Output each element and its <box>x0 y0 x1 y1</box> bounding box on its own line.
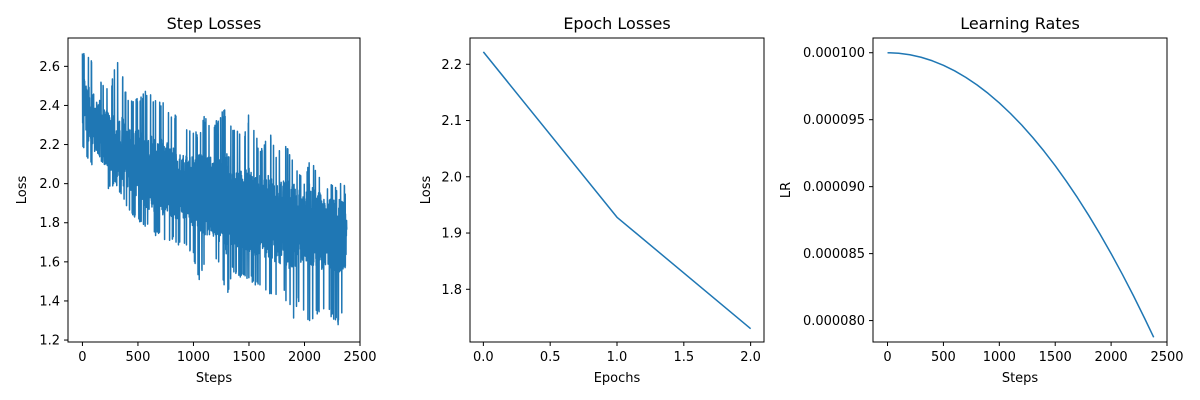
plot-area <box>887 51 1155 338</box>
y-tick-label: 1.2 <box>39 334 60 349</box>
y-axis-label: Loss <box>15 176 30 205</box>
x-tick-label: 0 <box>883 350 891 365</box>
y-tick-label: 1.4 <box>39 294 60 309</box>
chart-title: Step Losses <box>167 14 262 33</box>
x-tick-label: 1500 <box>232 350 265 365</box>
y-tick-label: 0.000085 <box>803 247 865 262</box>
y-tick-label: 0.000100 <box>803 46 865 61</box>
y-tick-label: 1.9 <box>441 227 462 242</box>
x-tick-label: 1000 <box>983 350 1016 365</box>
y-tick-label: 2.2 <box>441 58 462 73</box>
y-tick-label: 2.6 <box>39 60 60 75</box>
series-line <box>482 51 752 330</box>
y-axis-label: Loss <box>419 176 434 205</box>
tick-layer: 0 500 1000 1500 2000 2500 0.000080 0.000085 0.00… <box>803 46 1184 365</box>
chart-title: Epoch Losses <box>563 14 670 33</box>
step-losses-chart: Step Losses 0 500 1000 1500 2000 2500 1.2 1.4 1.… <box>15 14 377 386</box>
x-tick-label: 500 <box>126 350 151 365</box>
learning-rates-chart: Learning Rates 0 500 1000 1500 2000 2500 0.000… <box>779 14 1184 386</box>
x-tick-label: 500 <box>931 350 956 365</box>
series-line <box>81 52 348 326</box>
tick-layer: 0.0 0.5 1.0 1.5 2.0 1.8 1.9 2.0 2.1 2.2 <box>441 58 761 365</box>
y-tick-label: 2.0 <box>39 177 60 192</box>
plot-area <box>81 52 348 326</box>
y-tick-label: 2.1 <box>441 114 462 129</box>
y-tick-label: 0.000090 <box>803 180 865 195</box>
y-axis-label: LR <box>779 182 794 198</box>
y-tick-label: 1.6 <box>39 255 60 270</box>
x-tick-label: 2500 <box>343 350 376 365</box>
plot-area <box>482 51 752 330</box>
epoch-losses-chart: Epoch Losses 0.0 0.5 1.0 1.5 2.0 1.8 1.9 2.0 2.1… <box>419 14 765 386</box>
chart-title: Learning Rates <box>960 14 1080 33</box>
x-tick-label: 1.0 <box>607 350 628 365</box>
x-tick-label: 0.5 <box>540 350 561 365</box>
y-tick-label: 0.000095 <box>803 113 865 128</box>
plot-frame <box>67 37 361 343</box>
x-tick-label: 2.0 <box>740 350 761 365</box>
y-tick-label: 0.000080 <box>803 314 865 329</box>
x-tick-label: 2500 <box>1150 350 1183 365</box>
x-tick-label: 1.5 <box>673 350 694 365</box>
plot-frame <box>469 37 765 343</box>
series-line <box>887 51 1155 338</box>
x-tick-label: 1500 <box>1039 350 1072 365</box>
x-tick-label: 0 <box>78 350 86 365</box>
x-tick-label: 0.0 <box>473 350 494 365</box>
tick-layer: 0 500 1000 1500 2000 2500 1.2 1.4 1.6 1.8 2.0 2.2 2.… <box>39 60 376 365</box>
x-tick-label: 2000 <box>1095 350 1128 365</box>
y-tick-label: 2.4 <box>39 99 60 114</box>
x-axis-label: Steps <box>1002 371 1039 386</box>
y-tick-label: 1.8 <box>441 283 462 298</box>
x-axis-label: Steps <box>196 371 233 386</box>
x-axis-label: Epochs <box>594 371 641 386</box>
y-tick-label: 2.2 <box>39 138 60 153</box>
plot-frame <box>872 37 1168 343</box>
x-tick-label: 2000 <box>288 350 321 365</box>
x-tick-label: 1000 <box>177 350 210 365</box>
y-tick-label: 2.0 <box>441 170 462 185</box>
y-tick-label: 1.8 <box>39 216 60 231</box>
